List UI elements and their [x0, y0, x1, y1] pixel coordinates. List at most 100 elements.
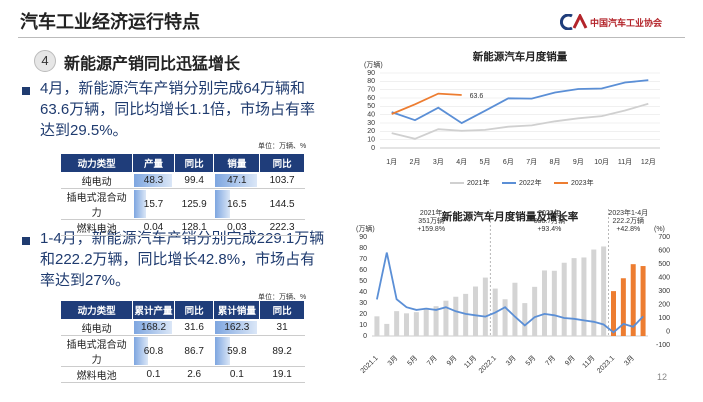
cell-bar	[133, 190, 147, 218]
y-tick-label: 80	[367, 78, 375, 85]
x-tick-label: 5月	[480, 158, 491, 166]
y2-tick-label: 400	[658, 274, 670, 281]
bar	[551, 270, 557, 336]
table-cell: 2.6	[174, 366, 214, 383]
cell-text: 125.9	[181, 198, 207, 210]
cell-text: 15.7	[143, 198, 164, 210]
cell-text: 插电式混合动力	[66, 340, 127, 366]
annotation: +93.4%	[537, 226, 561, 233]
cell-text: 纯电动	[81, 177, 112, 188]
table-cell: 47.1	[213, 172, 260, 189]
bullet-marker	[22, 87, 30, 95]
cell-text: 31.6	[184, 322, 204, 333]
bar	[542, 270, 547, 336]
cell-bar	[133, 174, 172, 187]
table-unit: 单位：万辆、%	[258, 143, 307, 150]
y-tick-label: 30	[367, 120, 375, 127]
column-header: 同比	[259, 300, 305, 320]
logo-mark	[560, 14, 588, 30]
bar	[463, 293, 469, 336]
y-axis-label: (万辆)	[356, 224, 375, 233]
annotation: 2021年	[420, 208, 443, 217]
table-cell: 103.7	[259, 172, 305, 189]
x-tick-label: 11月	[462, 354, 478, 370]
bar	[601, 246, 607, 336]
annotation: +42.8%	[616, 226, 640, 233]
y-tick-label: 40	[367, 112, 375, 119]
table-cell: 60.8	[132, 335, 175, 367]
y-tick-label: 50	[367, 103, 375, 110]
cell-text: 0.03	[227, 222, 247, 233]
cell-text: 31	[276, 322, 288, 333]
y2-tick-label: 700	[658, 234, 670, 241]
cell-text: 0.1	[146, 369, 161, 380]
x-tick-label: 2022.1	[478, 355, 498, 375]
table-cell: 0.04	[132, 219, 175, 236]
bullet-text: 4月，新能源汽车产销分别完成64万辆和63.6万辆，同比均增长1.1倍，市场占有…	[40, 80, 316, 139]
table-cell: 0.1	[213, 366, 260, 383]
cell-text: 162.3	[224, 322, 250, 333]
table-cell: 86.7	[174, 335, 214, 367]
column-header: 动力类型	[59, 153, 134, 173]
table-cell: 128.1	[174, 219, 214, 236]
cell-text: 89.2	[272, 345, 292, 357]
x-tick-label: 7月	[526, 158, 537, 166]
y2-tick-label: 600	[658, 247, 670, 254]
bar	[611, 291, 616, 336]
bar	[443, 300, 449, 336]
cell-text: 128.1	[181, 222, 207, 233]
table-cell: 99.4	[174, 172, 214, 189]
x-tick-label: 10月	[594, 158, 609, 166]
legend-label: 2022年	[519, 178, 542, 187]
slide-title: 汽车工业经济运行特点	[20, 12, 200, 32]
y2-tick-label: 100	[658, 315, 670, 322]
bar	[404, 313, 409, 336]
table-row: 燃料电池 0.04 128.1 0.03 222.3	[60, 219, 305, 236]
table-cell: 19.1	[259, 366, 305, 383]
data-line	[376, 252, 644, 334]
legend-label: 2021年	[467, 178, 490, 187]
bar	[581, 257, 587, 336]
chart-title: 新能源汽车月度销量	[473, 50, 568, 63]
cell-bar	[214, 174, 258, 187]
y-tick-label: 60	[359, 267, 367, 274]
y-axis-label: (万辆)	[364, 60, 383, 69]
bar	[640, 266, 646, 336]
header-rule	[18, 37, 685, 38]
y-tick-label: 60	[367, 95, 375, 102]
bar	[522, 303, 528, 336]
column-header: 累计销量	[213, 300, 261, 320]
table-cell: 16.5	[213, 188, 260, 220]
table-unit: 单位：万辆、%	[258, 294, 307, 301]
y2-tick-label: 500	[658, 261, 670, 268]
chart-title: 新能源汽车月度销量及增长率	[442, 210, 579, 223]
column-header: 累计产量	[132, 300, 175, 320]
cell-bar	[214, 321, 258, 334]
x-tick-label: 9月	[563, 354, 576, 367]
bullet-marker	[22, 237, 30, 245]
data-line	[391, 102, 649, 140]
table-row: 燃料电池 0.1 2.6 0.1 19.1	[60, 366, 305, 383]
cell-text: 19.1	[272, 369, 292, 380]
page-number: 12	[657, 372, 668, 382]
x-tick-label: 4月	[456, 158, 467, 166]
x-tick-label: 7月	[425, 354, 438, 367]
y-tick-label: 0	[371, 145, 375, 152]
annotation: +159.8%	[417, 226, 445, 233]
bar	[394, 311, 400, 336]
y-tick-label: 90	[359, 234, 367, 241]
table-row: 插电式混合动力 60.8 86.7 59.8 89.2	[60, 335, 305, 367]
table-cell: 125.9	[174, 188, 214, 220]
data-line	[391, 92, 462, 115]
y-tick-label: 70	[359, 256, 367, 263]
y-tick-label: 0	[363, 333, 367, 340]
annotation: 222.2万辆	[613, 216, 645, 225]
table-cell: 燃料电池	[60, 366, 133, 383]
x-tick-label: 9月	[445, 354, 458, 367]
table-cell: 168.2	[132, 319, 175, 336]
table-cell: 纯电动	[60, 172, 133, 189]
cell-text: 99.4	[184, 175, 204, 186]
table-cell: 89.2	[259, 335, 305, 367]
data-table: 动力类型 累计产量 同比 累计销量 同比 纯电动 168.2 31.6 162.3 31 插电式混合…	[59, 300, 305, 383]
